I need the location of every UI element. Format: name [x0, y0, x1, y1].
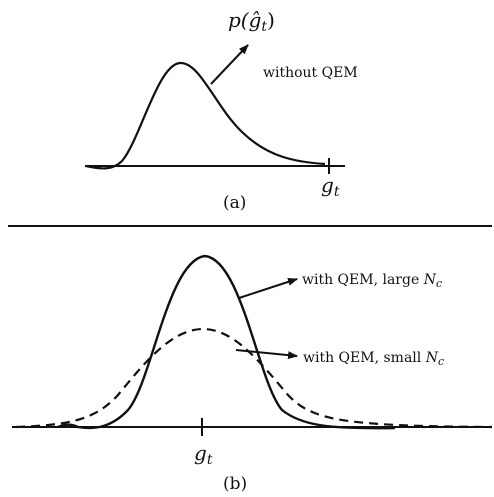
- panel-b: with QEM, large Nc with QEM, small Nc gt…: [12, 254, 493, 494]
- panel-a: p(ĝt) without QEM gt (a): [85, 8, 358, 213]
- panel-a-density-curve: [85, 61, 326, 170]
- panel-b-solid-curve: [57, 254, 396, 430]
- panel-a-axis-marker-label: gt: [321, 173, 340, 200]
- panel-a-arrow: [210, 44, 249, 85]
- panel-a-curve-label: without QEM: [263, 65, 358, 81]
- panel-b-caption: (b): [223, 474, 247, 494]
- panel-b-dashed-curve: [15, 327, 493, 429]
- panel-b-dashed-arrow: [235, 349, 298, 360]
- panel-a-caption: (a): [223, 193, 246, 213]
- panel-b-axis-marker-label: gt: [194, 441, 213, 468]
- panel-b-dashed-label: with QEM, small Nc: [303, 350, 444, 368]
- panel-b-solid-arrow: [238, 278, 298, 299]
- panel-b-solid-label: with QEM, large Nc: [302, 272, 442, 290]
- panel-a-density-label: p(ĝt): [228, 8, 275, 35]
